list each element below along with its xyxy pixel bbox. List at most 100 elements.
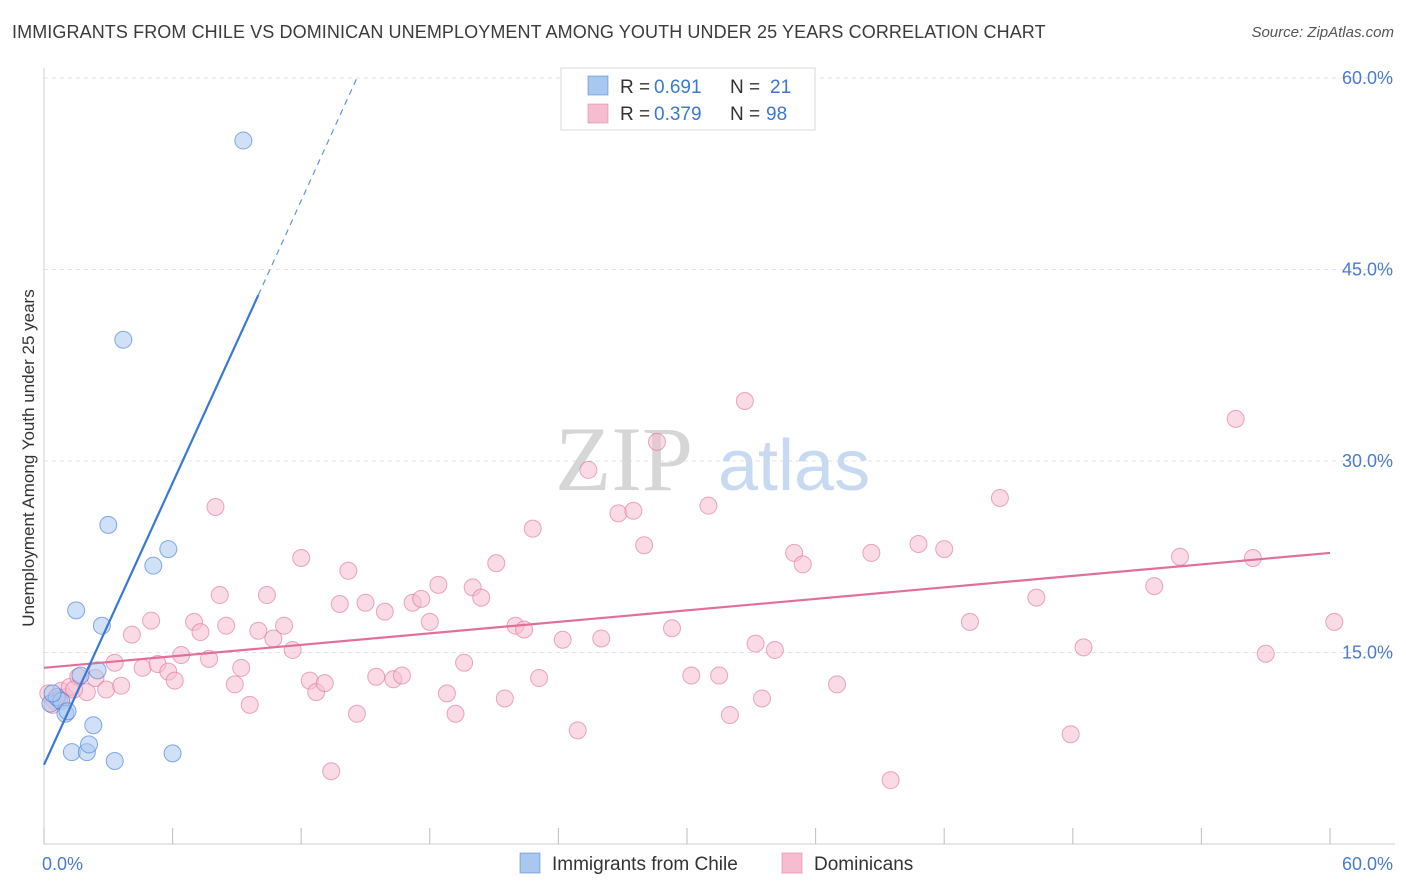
dominicans-point-63 [592, 629, 611, 648]
watermark: ZIP atlas [555, 408, 870, 510]
dominicans-point-69 [682, 666, 701, 685]
dominicans-point-65 [624, 501, 643, 520]
chile-point-10 [84, 716, 103, 735]
dominicans-point-61 [568, 721, 587, 740]
dominicans-point-16 [165, 671, 184, 690]
dominicans-point-80 [862, 543, 881, 562]
dominicans-point-38 [339, 561, 358, 580]
dominicans-point-11 [122, 625, 141, 644]
dominicans-point-25 [232, 658, 251, 677]
dominicans-point-21 [206, 497, 225, 516]
chile-point-9 [80, 735, 99, 754]
dominicans-point-49 [437, 684, 456, 703]
dominicans-point-35 [315, 674, 334, 693]
dominicans-point-32 [292, 549, 311, 568]
dominicans-point-42 [375, 602, 394, 621]
dominicans-point-54 [487, 554, 506, 573]
dominicans-point-89 [1145, 577, 1164, 596]
dominicans-point-12 [133, 658, 152, 677]
y-tick-label-2: 45.0% [1342, 260, 1393, 280]
chile-point-20 [43, 684, 62, 703]
trend-lines [42, 77, 1331, 766]
dominicans-point-75 [753, 689, 772, 708]
dominicans-point-93 [1256, 644, 1275, 663]
dominicans-point-71 [710, 666, 729, 685]
dominicans-point-28 [257, 586, 276, 605]
dominicans-point-60 [553, 630, 572, 649]
chile-point-6 [67, 601, 86, 620]
dominicans-point-67 [647, 432, 666, 451]
dominicans-point-40 [356, 593, 375, 612]
dominicans-point-10 [112, 676, 131, 695]
legend-swatch-blue [587, 75, 609, 96]
chile-point-16 [144, 556, 163, 575]
legend-r-label-1: R = [620, 77, 650, 98]
dominicans-point-87 [1061, 725, 1080, 744]
dominicans-point-51 [455, 653, 474, 672]
dominicans-point-70 [699, 496, 718, 515]
dominicans-point-68 [662, 619, 681, 638]
axes [43, 68, 1395, 845]
gridlines [44, 77, 1395, 653]
legend-n-value-1: 21 [770, 77, 791, 98]
dominicans-point-48 [429, 575, 448, 594]
dominicans-point-81 [881, 771, 900, 790]
dominicans-point-72 [720, 706, 739, 725]
dominicans-point-27 [249, 621, 268, 640]
dominicans-point-8 [97, 680, 116, 699]
dominicans-point-46 [412, 589, 431, 608]
dominicans-point-62 [579, 460, 598, 479]
chile-point-15 [114, 330, 133, 349]
dominicans-point-79 [828, 675, 847, 694]
chile-point-17 [159, 540, 178, 559]
dominicans-point-30 [275, 616, 294, 635]
dominicans-point-85 [990, 489, 1009, 508]
source-label: Source: ZipAtlas.com [1251, 24, 1394, 41]
chile-point-13 [99, 515, 118, 534]
legend: R = 0.691 N = 21 R = 0.379 N = 98 [560, 67, 816, 131]
bottom-legend-swatch-blue [519, 852, 541, 874]
y-tick-label-0: 15.0% [1342, 643, 1393, 663]
dominicans-point-86 [1027, 588, 1046, 607]
dominicans-point-37 [330, 594, 349, 613]
legend-r-value-1: 0.691 [654, 77, 702, 98]
dominicans-point-50 [446, 704, 465, 723]
dominicans-point-41 [367, 667, 386, 686]
series-immigrants-from-chile [41, 131, 253, 771]
dominicans-point-73 [735, 391, 754, 410]
legend-swatch-pink [587, 103, 609, 124]
dominicans-point-24 [225, 675, 244, 694]
y-tick-label-3: 60.0% [1342, 68, 1393, 88]
watermark-atlas: atlas [718, 426, 870, 506]
dominicans-point-19 [191, 623, 210, 642]
dominicans-point-55 [495, 689, 514, 708]
y-axis-label: Unemployment Among Youth under 25 years [19, 289, 38, 626]
dominicans-point-64 [609, 504, 628, 523]
legend-r-label-2: R = [620, 104, 650, 125]
legend-r-value-2: 0.379 [654, 104, 702, 125]
dominicans-point-78 [793, 555, 812, 574]
chart-title: IMMIGRANTS FROM CHILE VS DOMINICAN UNEMP… [12, 22, 1046, 42]
chile-point-18 [163, 744, 182, 763]
bottom-legend-label-chile: Immigrants from Chile [552, 854, 738, 875]
dominicans-point-20 [200, 649, 219, 668]
chile-point-14 [105, 752, 124, 771]
trend-line-chile-extension [257, 77, 358, 296]
x-tick-label-max: 60.0% [1342, 854, 1393, 874]
bottom-legend: Immigrants from Chile Dominicans [519, 852, 913, 875]
legend-n-label-2: N = [730, 104, 760, 125]
dominicans-point-82 [909, 534, 928, 553]
chile-point-19 [234, 131, 253, 150]
dominicans-point-91 [1226, 409, 1245, 428]
dominicans-point-94 [1325, 612, 1344, 631]
dominicans-point-26 [240, 695, 259, 714]
dominicans-point-74 [746, 634, 765, 653]
dominicans-point-39 [347, 704, 366, 723]
chile-point-5 [62, 743, 81, 762]
y-tick-label-1: 30.0% [1342, 451, 1393, 471]
x-tick-label-min: 0.0% [42, 854, 83, 874]
dominicans-point-66 [635, 536, 654, 555]
dominicans-point-36 [322, 762, 341, 781]
dominicans-point-22 [210, 586, 229, 605]
